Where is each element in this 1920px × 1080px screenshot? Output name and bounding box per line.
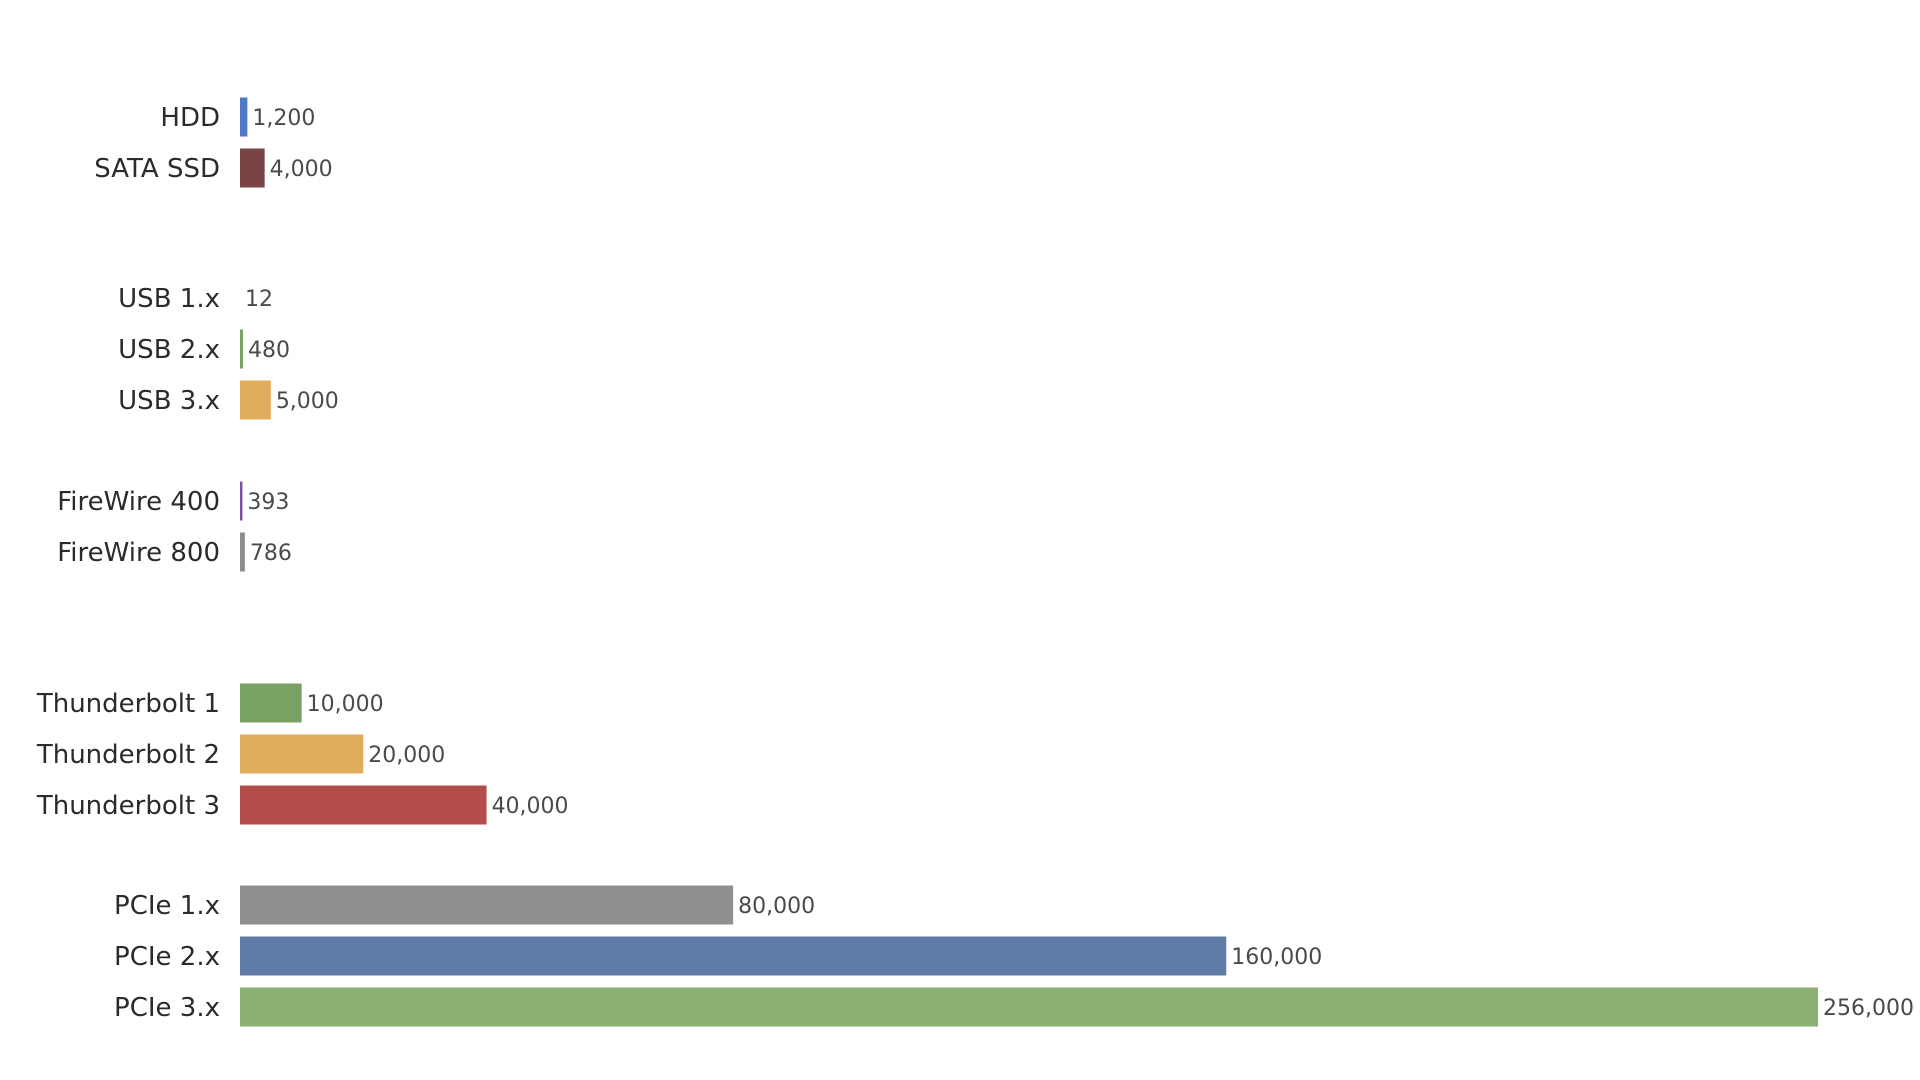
value-label-usb-3-x: 5,000: [276, 389, 339, 414]
category-label-pcie-2-x: PCIe 2.x: [114, 942, 220, 972]
category-label-firewire-800: FireWire 800: [57, 538, 220, 568]
bar-thunderbolt-1: [240, 683, 302, 723]
value-label-thunderbolt-3: 40,000: [492, 794, 569, 819]
value-label-pcie-1-x: 80,000: [738, 894, 815, 919]
value-label-firewire-400: 393: [247, 490, 289, 515]
value-label-thunderbolt-2: 20,000: [368, 743, 445, 768]
bar-usb-3-x: [240, 380, 271, 420]
category-label-thunderbolt-3: Thunderbolt 3: [36, 791, 220, 821]
value-label-sata-ssd: 4,000: [270, 157, 333, 182]
category-label-thunderbolt-1: Thunderbolt 1: [36, 689, 220, 719]
category-label-pcie-1-x: PCIe 1.x: [114, 891, 220, 921]
bar-firewire-800: [240, 532, 245, 572]
bar-pcie-1-x: [240, 885, 734, 925]
value-label-usb-2-x: 480: [248, 338, 290, 363]
bar-thunderbolt-3: [240, 785, 487, 825]
category-label-usb-2-x: USB 2.x: [118, 335, 220, 365]
bar-firewire-400: [240, 481, 243, 521]
bar-sata-ssd: [240, 148, 265, 188]
bar-usb-2-x: [240, 329, 243, 369]
value-label-thunderbolt-1: 10,000: [307, 692, 384, 717]
value-label-pcie-3-x: 256,000: [1823, 996, 1914, 1021]
bar-pcie-3-x: [240, 987, 1818, 1027]
category-label-sata-ssd: SATA SSD: [94, 154, 220, 184]
category-label-usb-1-x: USB 1.x: [118, 284, 220, 314]
value-label-pcie-2-x: 160,000: [1231, 945, 1322, 970]
bar-hdd: [240, 97, 248, 137]
category-label-usb-3-x: USB 3.x: [118, 386, 220, 416]
bars-layer: [240, 97, 1818, 1027]
value-label-hdd: 1,200: [252, 106, 315, 131]
category-label-pcie-3-x: PCIe 3.x: [114, 993, 220, 1023]
bar-pcie-2-x: [240, 936, 1227, 976]
value-label-firewire-800: 786: [250, 541, 292, 566]
category-label-thunderbolt-2: Thunderbolt 2: [36, 740, 220, 770]
labels-layer: HDD 1,200 SATA SSD 4,000 USB 1.x 12 USB 2.x 480…: [36, 103, 1914, 1023]
category-label-firewire-400: FireWire 400: [57, 487, 220, 517]
bar-thunderbolt-2: [240, 734, 364, 774]
category-label-hdd: HDD: [160, 103, 220, 133]
value-label-usb-1-x: 12: [245, 287, 273, 312]
